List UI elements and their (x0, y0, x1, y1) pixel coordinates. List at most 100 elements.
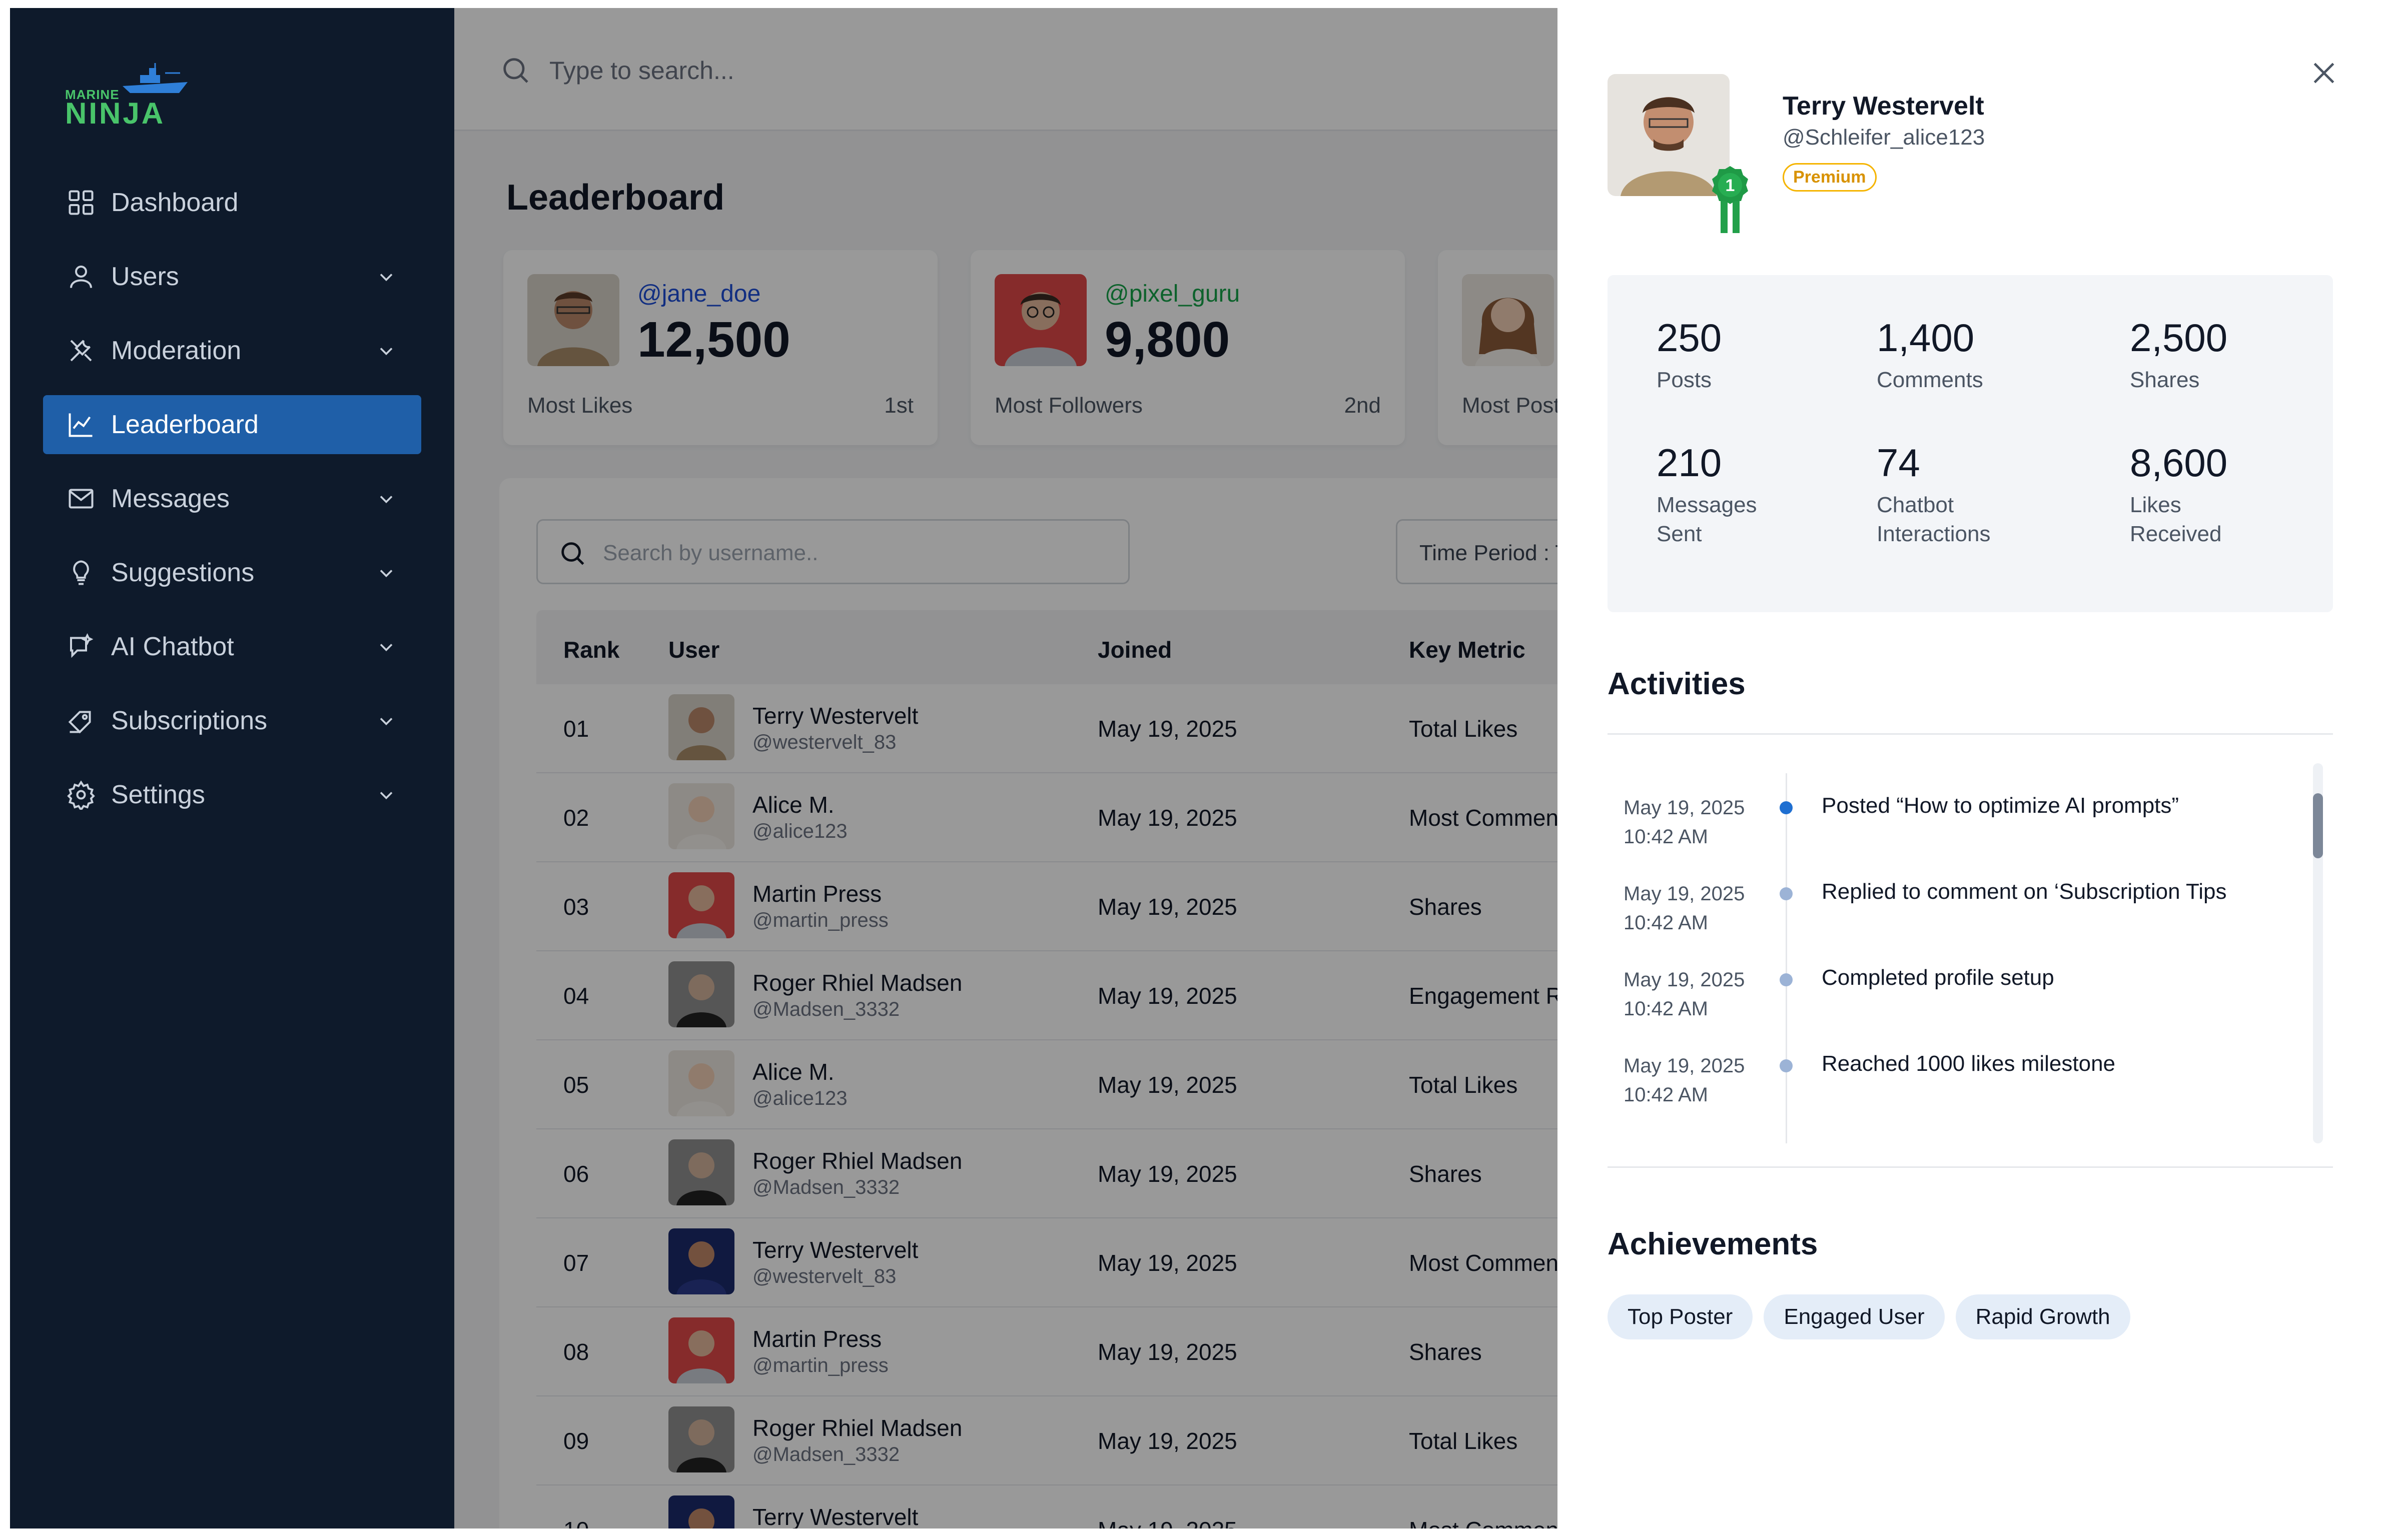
header-key-metric[interactable]: Key Metric (1409, 637, 1525, 663)
sidebar-item-messages[interactable]: Messages (43, 469, 421, 528)
activity-date-day: May 19, 2025 (1624, 1055, 1745, 1077)
row-rank: 02 (563, 805, 589, 831)
table-row[interactable]: 02 Alice M. @alice123 May 19, 2025 Most Comm… (536, 773, 2377, 862)
row-joined: May 19, 2025 (1098, 1339, 1237, 1365)
timeline-dot (1780, 887, 1793, 900)
row-rank: 10 (563, 1516, 589, 1528)
row-joined: May 19, 2025 (1098, 716, 1237, 742)
table-row[interactable]: 09 Roger Rhiel Madsen @Madsen_3332 May 19, … (536, 1396, 2377, 1485)
table-row[interactable]: 01 Terry Westervelt @westervelt_83 May 19, … (536, 684, 2377, 773)
premium-badge: Premium (1783, 163, 1877, 192)
sidebar-item-leaderboard[interactable]: Leaderboard (43, 395, 421, 454)
sidebar-item-label: Leaderboard (111, 410, 259, 439)
row-user-name[interactable]: Roger Rhiel Madsen (752, 970, 963, 996)
top-card-label: Most Posts (1462, 393, 1571, 418)
sidebar-item-settings[interactable]: Settings (43, 765, 421, 824)
row-joined: May 19, 2025 (1098, 983, 1237, 1009)
activity-item: May 19, 2025 10:42 AM Replied to comment … (1608, 879, 2308, 959)
activity-date-day: May 19, 2025 (1624, 883, 1745, 905)
row-user-name[interactable]: Terry Westervelt (752, 703, 919, 729)
row-user-name[interactable]: Martin Press (752, 1326, 882, 1352)
row-user-name[interactable]: Terry Westervelt (752, 1237, 919, 1263)
chevron-down-icon[interactable] (375, 488, 397, 510)
header-rank[interactable]: Rank (563, 637, 620, 663)
table-row[interactable]: 04 Roger Rhiel Madsen @Madsen_3332 May 19, … (536, 951, 2377, 1040)
chevron-down-icon[interactable] (375, 784, 397, 806)
sidebar-item-dashboard[interactable]: Dashboard (43, 173, 421, 232)
sidebar-item-subscriptions[interactable]: Subscriptions (43, 691, 421, 750)
table-row[interactable]: 03 Martin Press @martin_press May 19, 2025 S… (536, 862, 2377, 951)
username-search-input[interactable]: Search by username.. (536, 519, 1130, 584)
tag-icon (66, 706, 96, 736)
sidebar: MARINE NINJA Dashboard Users (10, 8, 454, 1528)
sidebar-item-moderation[interactable]: Moderation (43, 321, 421, 380)
top-card-value: 12,500 (637, 312, 790, 368)
table-row[interactable]: 06 Roger Rhiel Madsen @Madsen_3332 May 19, … (536, 1129, 2377, 1218)
chevron-down-icon[interactable] (375, 562, 397, 584)
ship-icon (123, 63, 188, 93)
activity-item: May 19, 2025 10:42 AM Posted “How to opti… (1608, 793, 2308, 873)
row-user-name[interactable]: Martin Press (752, 881, 882, 907)
activity-list: May 19, 2025 10:42 AM Posted “How to opti… (1608, 763, 2333, 1143)
global-search-input[interactable]: Type to search... (549, 57, 734, 85)
activity-date-time: 10:42 AM (1624, 912, 1709, 934)
row-user-name[interactable]: Terry Westervelt (752, 1504, 919, 1528)
row-user-name[interactable]: Roger Rhiel Madsen (752, 1415, 963, 1441)
profile-handle: @Schleifer_alice123 (1783, 125, 1985, 150)
sidebar-item-suggestions[interactable]: Suggestions (43, 543, 421, 602)
achievement-chip: Rapid Growth (1955, 1294, 2130, 1339)
search-icon (561, 542, 584, 565)
avatar (995, 274, 1087, 366)
sidebar-item-ai-chatbot[interactable]: AI Chatbot (43, 617, 421, 676)
table-row[interactable]: 08 Martin Press @martin_press May 19, 2025 S… (536, 1307, 2377, 1396)
stat-likes-received: 8,600 Likes Received (2130, 440, 2260, 549)
table-row[interactable]: 05 Alice M. @alice123 May 19, 2025 Total Lik… (536, 1040, 2377, 1129)
row-rank: 04 (563, 983, 589, 1009)
timeline-dot (1780, 1059, 1793, 1072)
dashboard-icon (66, 188, 96, 218)
chevron-down-icon[interactable] (375, 710, 397, 732)
stat-shares: 2,500 Shares (2130, 315, 2227, 395)
avatar (668, 1228, 734, 1294)
avatar (668, 1495, 734, 1528)
header-user[interactable]: User (668, 637, 720, 663)
user-icon (66, 262, 96, 292)
sidebar-item-label: Users (111, 262, 179, 291)
chevron-down-icon[interactable] (375, 266, 397, 288)
close-icon[interactable] (2308, 57, 2340, 89)
activity-scrollbar-thumb[interactable] (2313, 793, 2323, 858)
brand-logo[interactable]: MARINE NINJA (65, 57, 195, 132)
row-user-handle: @martin_press (752, 909, 889, 931)
row-user-name[interactable]: Alice M. (752, 792, 835, 818)
row-user-name[interactable]: Alice M. (752, 1059, 835, 1085)
time-period-select[interactable]: Time Period : T (1396, 519, 1696, 584)
row-user-handle: @martin_press (752, 1354, 889, 1376)
row-key-metric: Shares (1409, 1161, 1482, 1187)
header-joined[interactable]: Joined (1098, 637, 1172, 663)
row-user-handle: @Madsen_3332 (752, 1443, 900, 1465)
stat-messages-sent: 210 Messages Sent (1657, 440, 1787, 549)
row-user-handle: @Madsen_3332 (752, 998, 900, 1020)
table-row[interactable]: 10 Terry Westervelt May 19, 2025 Most Comme… (536, 1485, 2377, 1528)
row-rank: 09 (563, 1428, 589, 1454)
avatar (668, 1050, 734, 1116)
activity-item: May 19, 2025 10:42 AM Reached 1000 likes … (1608, 1051, 2308, 1131)
stat-value: 8,600 (2130, 441, 2228, 485)
avatar (1462, 274, 1554, 366)
row-rank: 07 (563, 1250, 589, 1276)
activity-scrollbar-track[interactable] (2313, 763, 2323, 1143)
divider (1608, 1166, 2333, 1168)
top-card-handle[interactable]: @pixel_guru (1105, 281, 1240, 307)
table-row[interactable]: 07 Terry Westervelt @westervelt_83 May 19, … (536, 1218, 2377, 1307)
row-key-metric: Total Likes (1409, 1428, 1518, 1454)
top-card-followers[interactable]: @pixel_guru 9,800 Most Followers 2nd (971, 250, 1405, 445)
row-key-metric: Most Commen (1409, 805, 1559, 831)
top-card-likes[interactable]: @jane_doe 12,500 Most Likes 1st (503, 250, 938, 445)
top-card-handle[interactable]: @jane_doe (637, 281, 761, 307)
row-key-metric: Most Commen (1409, 1250, 1559, 1276)
chevron-down-icon[interactable] (375, 340, 397, 362)
chevron-down-icon[interactable] (375, 636, 397, 658)
sidebar-item-label: Subscriptions (111, 706, 268, 735)
sidebar-item-users[interactable]: Users (43, 247, 421, 306)
row-user-name[interactable]: Roger Rhiel Madsen (752, 1148, 963, 1174)
